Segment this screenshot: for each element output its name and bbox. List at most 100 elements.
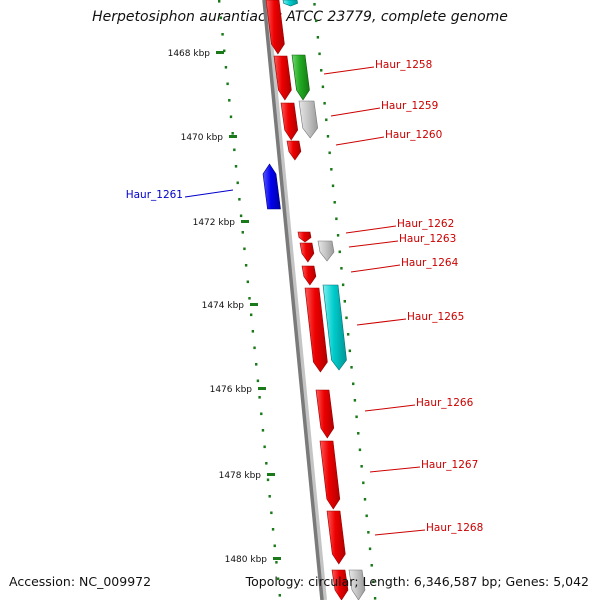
ruler-tick — [273, 557, 281, 560]
gc-dot — [323, 102, 326, 105]
gene-arrow-gray — [317, 240, 335, 262]
gc-dot — [373, 597, 377, 600]
gc-dot — [357, 432, 360, 435]
gc-dot — [224, 66, 228, 69]
gene-arrow-green — [291, 54, 310, 101]
gene-leader-line — [364, 404, 416, 412]
gc-dots-left — [218, 0, 281, 597]
gc-dot — [248, 297, 251, 300]
gene-label: Haur_1265 — [407, 311, 464, 323]
gc-dot — [338, 250, 341, 254]
ruler-tick-label: 1480 kbp — [225, 555, 268, 565]
gc-dot — [234, 165, 238, 168]
gc-dot — [270, 511, 273, 515]
gc-dot — [219, 16, 223, 20]
ruler-tick-label: 1474 kbp — [202, 301, 245, 311]
gene-leader-line — [330, 107, 381, 117]
gene-label: Haur_1258 — [375, 59, 432, 71]
gene-label: Haur_1261 — [126, 189, 183, 201]
gc-dot — [249, 313, 253, 317]
gc-dot — [271, 528, 275, 531]
gc-dot — [333, 201, 336, 204]
gene-leader-line — [350, 264, 401, 273]
accession-text: Accession: NC_009972 — [9, 574, 152, 589]
gene-arrow-red — [319, 440, 341, 510]
gc-dot — [229, 115, 233, 119]
gc-dot — [353, 399, 357, 402]
ruler-tick-label: 1472 kbp — [193, 218, 236, 228]
gene-labels: Haur_1258 Haur_1259 Haur_1260 Haur_1261 Haur… — [126, 59, 483, 536]
gc-dot — [241, 231, 244, 234]
gc-dot — [325, 118, 328, 122]
gc-dot — [260, 412, 263, 416]
ruler-tick-label: 1476 kbp — [210, 385, 253, 395]
ruler-tick — [258, 387, 266, 390]
gene-leader-line — [323, 66, 375, 75]
gc-dot — [355, 415, 358, 419]
gc-dots-right — [313, 3, 377, 600]
gc-dot — [372, 580, 375, 584]
gene-arrow-red — [304, 287, 328, 373]
gc-dot — [278, 594, 281, 597]
gc-dot — [320, 69, 323, 72]
gc-dot — [341, 283, 345, 287]
gene-leader-line — [356, 318, 407, 326]
feature-track — [262, 0, 366, 600]
ruler-tick — [267, 473, 275, 476]
gene-arrow-red — [326, 510, 346, 565]
gene-leader-line — [345, 225, 397, 234]
gene-arrow-blue — [262, 163, 281, 210]
gc-dot — [336, 234, 340, 237]
backbone-strand — [262, 0, 327, 600]
gc-dot — [261, 429, 265, 432]
gc-dot — [223, 49, 226, 53]
gc-dot — [370, 564, 373, 567]
gc-dot — [313, 3, 316, 6]
gc-dot — [345, 316, 348, 320]
ruler-tick — [250, 303, 258, 306]
gc-dot — [268, 495, 271, 498]
ruler-tick — [216, 51, 224, 54]
gc-dot — [239, 214, 243, 218]
gene-arrow-gray — [348, 569, 366, 600]
gc-dot — [251, 330, 255, 333]
gc-dot — [358, 448, 362, 452]
gc-dot — [243, 247, 246, 251]
gene-label: Haur_1260 — [385, 129, 442, 141]
gc-dot — [263, 445, 266, 449]
ruler-tick-label: 1478 kbp — [219, 471, 262, 481]
gene-arrow-red — [286, 140, 302, 161]
gene-label: Haur_1263 — [399, 233, 456, 245]
gene-arrow-red — [297, 231, 312, 243]
genome-summary-text: Topology: circular; Length: 6,346,587 bp… — [245, 574, 589, 589]
gc-dot — [318, 52, 321, 56]
gc-dot — [255, 363, 258, 366]
gc-dot — [321, 85, 325, 89]
gc-dot — [350, 366, 353, 369]
gc-dot — [335, 217, 338, 221]
gc-dot — [236, 181, 239, 185]
gc-dot — [331, 184, 335, 188]
gene-arrow-cyan — [322, 284, 347, 371]
gc-dot — [346, 333, 350, 336]
gc-dot — [253, 346, 256, 350]
gene-label: Haur_1267 — [421, 459, 478, 471]
ruler: 1468 kbp 1470 kbp 1472 kbp 1474 kbp 1476 kbp… — [168, 49, 281, 565]
gene-arrow-red — [265, 0, 285, 55]
gene-label: Haur_1262 — [397, 218, 454, 230]
gc-dot — [367, 531, 370, 534]
gc-dot — [343, 300, 346, 303]
gc-dot — [244, 264, 248, 267]
map-title: Herpetosiphon aurantiacus ATCC 23779, co… — [92, 9, 508, 25]
gene-label: Haur_1266 — [416, 397, 474, 409]
ruler-tick-label: 1468 kbp — [168, 49, 211, 59]
gene-label: Haur_1264 — [401, 257, 459, 269]
gc-dot — [314, 19, 318, 23]
gene-label: Haur_1259 — [381, 100, 438, 112]
gc-dot — [231, 132, 234, 135]
gene-arrow-gray — [298, 100, 319, 139]
gene-leader-line — [348, 240, 399, 248]
gc-dot — [316, 36, 320, 39]
gc-dot — [228, 99, 231, 102]
